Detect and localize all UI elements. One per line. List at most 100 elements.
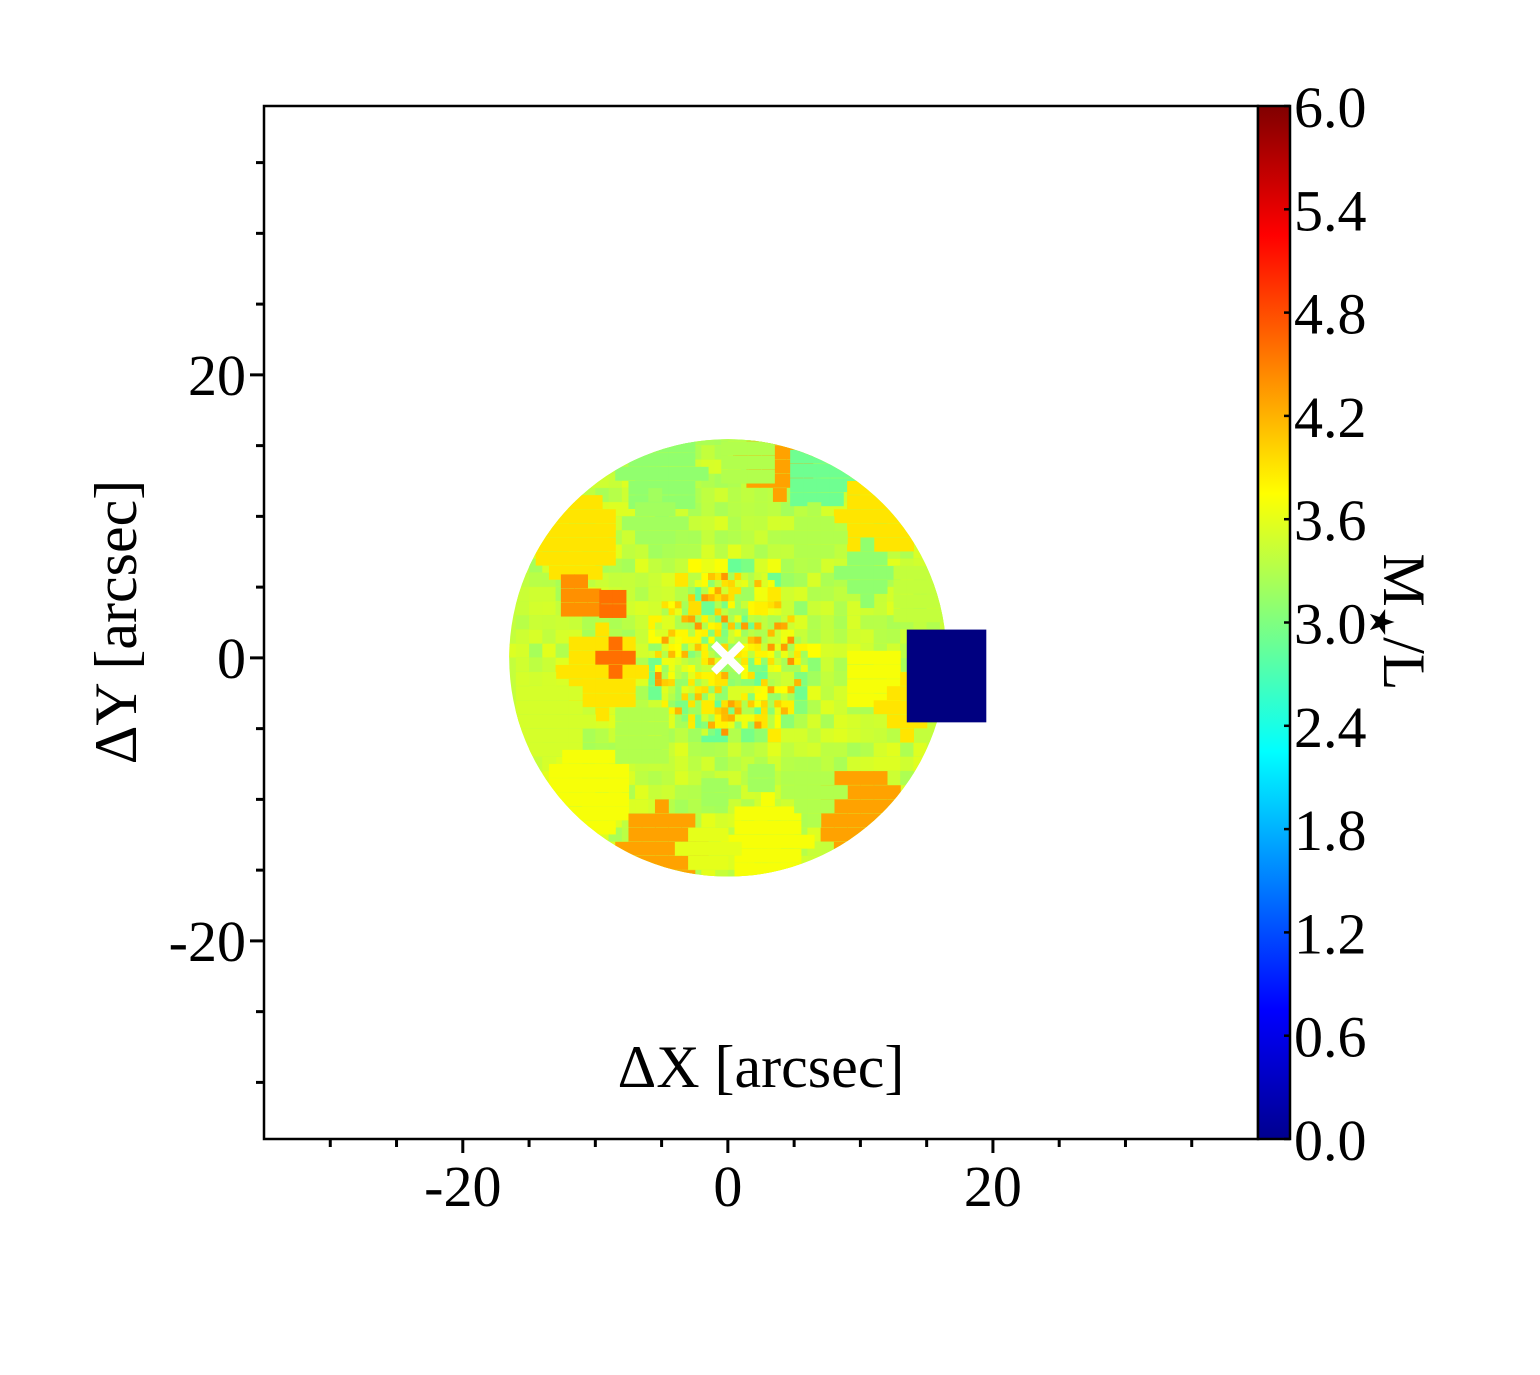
bin-region: [668, 855, 683, 870]
bin-pixel: [635, 558, 649, 573]
bin-pixel: [674, 587, 689, 601]
bin-region: [734, 439, 749, 442]
bin-region: [582, 636, 596, 651]
bin-region: [608, 650, 623, 665]
bin-pixel: [847, 615, 861, 630]
center-bin: [721, 608, 729, 616]
bin-region: [654, 721, 669, 736]
bin-region: [621, 650, 636, 665]
bin-region: [654, 735, 669, 750]
bin-pixel: [582, 728, 596, 743]
bin-region: [873, 679, 888, 693]
center-bin: [707, 622, 716, 630]
bin-region: [860, 771, 875, 785]
bin-region: [873, 700, 888, 715]
bin-pixel: [767, 728, 782, 743]
bin-pixel: [807, 686, 822, 700]
bin-region: [542, 728, 557, 743]
bin-pixel: [794, 572, 808, 587]
bin-region: [575, 551, 590, 566]
bin-region: [681, 813, 696, 828]
center-bin: [714, 657, 722, 665]
bin-region: [628, 841, 643, 856]
center-bin: [754, 636, 762, 644]
center-bin: [794, 679, 802, 687]
bin-region: [747, 848, 762, 863]
bin-pixel: [780, 544, 795, 559]
center-bin: [701, 636, 709, 644]
colorbar-label: M★/L: [1362, 553, 1437, 690]
bin-region: [794, 544, 808, 559]
bin-pixel: [635, 629, 649, 644]
bin-region: [599, 589, 614, 604]
bin-pixel: [621, 615, 636, 630]
bin-pixel: [886, 728, 901, 743]
bin-pixel: [701, 530, 716, 545]
bin-pixel: [767, 544, 782, 559]
bin-region: [873, 551, 888, 566]
bin-pixel: [701, 700, 716, 715]
bin-pixel: [635, 544, 649, 559]
bin-region: [847, 650, 861, 665]
bin-pixel: [701, 439, 716, 446]
bin-region: [747, 820, 762, 835]
center-bin: [674, 636, 682, 644]
bin-region: [860, 693, 875, 708]
bin-pixel: [847, 629, 861, 644]
center-bin: [681, 657, 689, 665]
bin-region: [803, 464, 818, 478]
center-bin: [701, 721, 709, 729]
bin-pixel: [621, 558, 636, 573]
bin-region: [747, 455, 762, 470]
bin-region: [588, 565, 603, 580]
center-bin: [688, 594, 696, 602]
center-bin: [721, 672, 729, 680]
bin-pixel: [754, 530, 769, 545]
bin-region: [641, 749, 656, 764]
center-bin: [701, 728, 709, 736]
bin-region: [761, 455, 775, 470]
bin-pixel: [688, 799, 702, 814]
bin-region: [727, 841, 742, 856]
bin-pixel: [701, 502, 716, 516]
center-bin: [661, 686, 669, 694]
center-bin: [774, 650, 782, 658]
bin-region: [529, 742, 543, 757]
bin-pixel: [727, 742, 742, 757]
bin-region: [701, 778, 716, 793]
bin-region: [761, 441, 775, 456]
x-tick-label: 20: [964, 1154, 1022, 1219]
bin-pixel: [833, 672, 848, 686]
bin-pixel: [860, 728, 875, 743]
bin-region: [714, 855, 729, 870]
center-bin: [668, 686, 676, 694]
bin-region: [734, 820, 749, 835]
center-bin: [707, 580, 716, 588]
bin-region: [588, 792, 603, 807]
bin-region: [562, 509, 577, 524]
center-bin: [688, 650, 696, 658]
y-axis: 20 0 -20: [169, 161, 264, 1084]
center-bin: [727, 700, 735, 708]
bin-pixel: [674, 558, 689, 573]
bin-region: [654, 466, 669, 481]
bin-pixel: [529, 657, 543, 672]
center-bin: [800, 664, 808, 672]
center-bin: [701, 629, 709, 637]
center-marker-icon: [711, 641, 745, 675]
bin-pixel: [860, 756, 875, 771]
bin-pixel: [714, 813, 729, 828]
bin-region: [587, 602, 602, 617]
bin-region: [873, 664, 888, 679]
bin-pixel: [794, 615, 808, 630]
bin-region: [575, 778, 590, 793]
bin-pixel: [661, 771, 676, 785]
bin-pixel: [635, 643, 649, 658]
bin-pixel: [727, 558, 742, 573]
bin-region: [790, 464, 805, 478]
bin-region: [628, 813, 643, 828]
bin-region: [654, 707, 669, 722]
bin-region: [588, 495, 603, 509]
bin-pixel: [674, 544, 689, 559]
bin-region: [734, 863, 749, 877]
